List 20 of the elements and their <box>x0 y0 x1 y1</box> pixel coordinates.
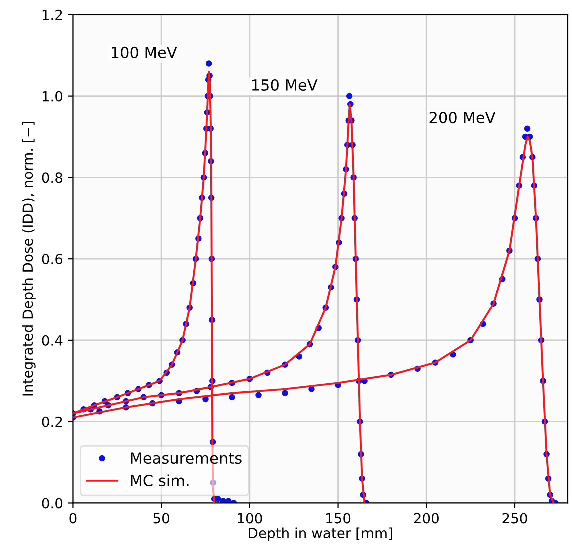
y-tick-label: 1.0 <box>42 91 63 102</box>
x-tick-label: 200 <box>414 513 439 524</box>
legend-label: Measurements <box>131 452 242 464</box>
y-axis-title: Integrated Depth Dose (IDD), norm. [−] <box>22 122 36 396</box>
x-tick-label: 50 <box>154 513 170 524</box>
x-tick-label: 150 <box>326 513 351 524</box>
legend-label: MC sim. <box>131 474 189 487</box>
y-tick-label: 1.2 <box>42 10 62 20</box>
y-tick-label: 0.8 <box>42 172 63 184</box>
x-tick-label: 0 <box>70 513 77 524</box>
annotation: 100 MeV <box>112 46 178 58</box>
y-tick-label: 0.4 <box>42 335 63 346</box>
x-axis-title: Depth in water [mm] <box>249 528 392 542</box>
x-tick-label: 100 <box>238 513 262 524</box>
annotation: 150 MeV <box>252 79 318 92</box>
y-tick-label: 0.0 <box>42 498 63 509</box>
y-tick-label: 0.6 <box>42 254 63 265</box>
x-tick-label: 250 <box>502 513 528 524</box>
annotation: 200 MeV <box>430 112 496 124</box>
y-tick-label: 0.2 <box>42 416 62 428</box>
